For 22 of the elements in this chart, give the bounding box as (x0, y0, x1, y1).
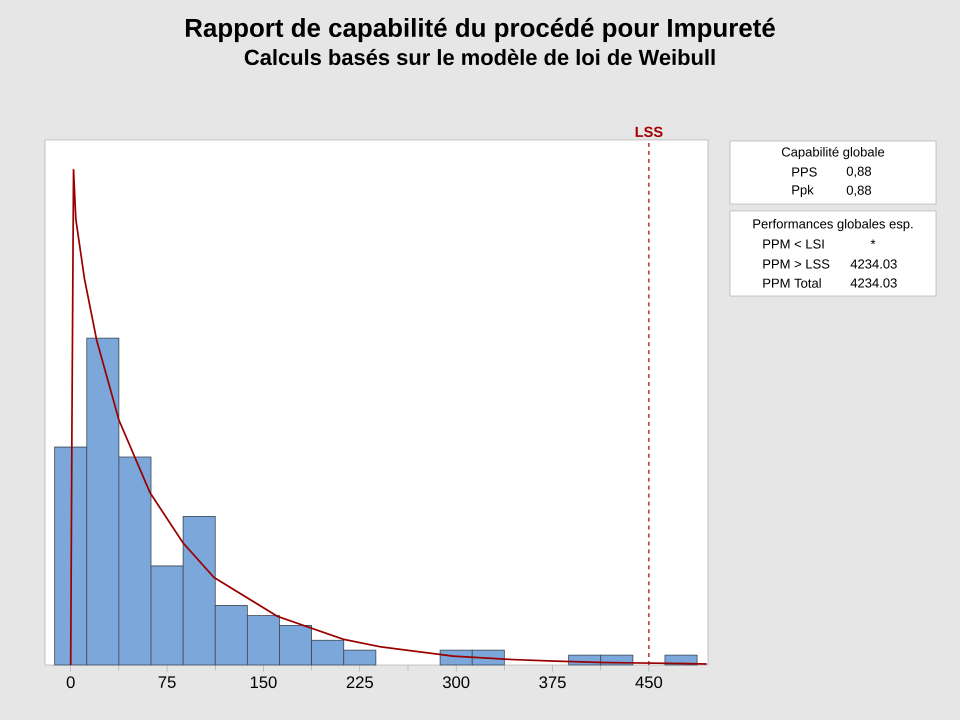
x-tick-label: 450 (635, 676, 662, 688)
text: PPM > LSS (763, 259, 830, 269)
x-tick-label: 225 (346, 676, 373, 688)
text: 0,88 (846, 166, 872, 178)
text: 4234.03 (850, 259, 897, 269)
text: 4234.03 (850, 278, 897, 288)
x-tick-label: 375 (539, 676, 566, 688)
x-tick-label: 150 (250, 676, 277, 688)
text: PPM Total (763, 278, 821, 288)
text: * (870, 240, 876, 244)
chart-subtitle: Calculs basés sur le modèle de loi de Weibull (244, 48, 715, 66)
ref-line-label: LSS (636, 126, 663, 138)
chart-title: Rapport de capabilité du procédé pour Impureté (186, 18, 775, 42)
x-tick-label: 300 (442, 676, 470, 688)
text: Capabilité globale (782, 146, 884, 160)
text: Ppk (792, 184, 814, 198)
text: Performances globales esp. (753, 218, 912, 232)
text: PPM < LSI (763, 239, 824, 249)
x-tick-label: 75 (158, 676, 176, 688)
text: PPS (792, 167, 817, 177)
text: 0,88 (846, 186, 872, 196)
x-tick-label: 0 (66, 676, 75, 688)
